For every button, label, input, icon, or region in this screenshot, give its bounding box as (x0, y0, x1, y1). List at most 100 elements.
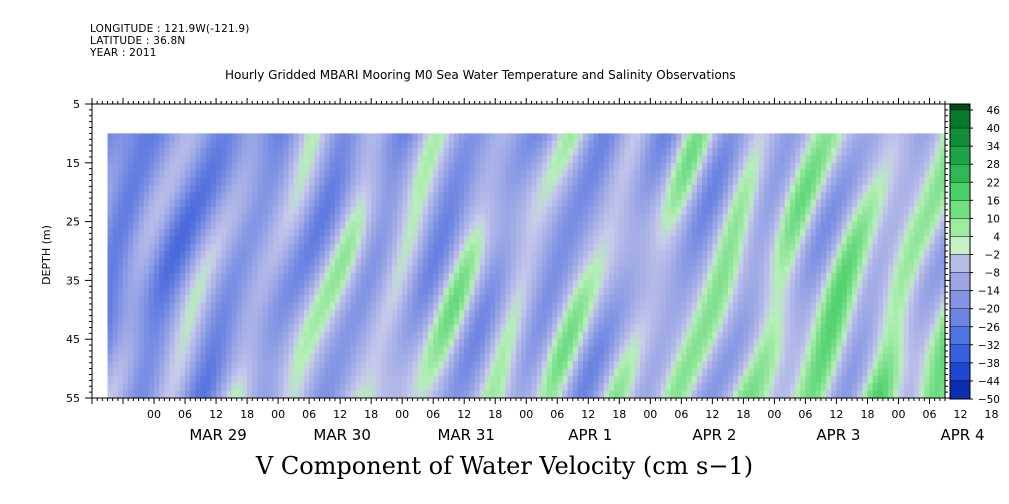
heatmap-cell (484, 228, 491, 237)
heatmap-cell (283, 324, 290, 333)
heatmap-cell (381, 302, 388, 311)
heatmap-cell (681, 251, 688, 259)
heatmap-cell (350, 265, 357, 274)
heatmap-cell (195, 295, 202, 304)
heatmap-cell (619, 339, 626, 348)
heatmap-cell (210, 228, 217, 237)
heatmap-cell (629, 155, 636, 164)
heatmap-cell (438, 265, 445, 274)
heatmap-cell (283, 199, 290, 208)
heatmap-cell (324, 155, 331, 164)
heatmap-cell (758, 353, 765, 362)
heatmap-cell (329, 192, 336, 201)
heatmap-cell (702, 177, 708, 186)
heatmap-cell (764, 192, 770, 201)
heatmap-cell (247, 236, 253, 245)
heatmap-cell (448, 258, 455, 267)
heatmap-cell (402, 236, 408, 245)
heatmap-cell (634, 155, 641, 164)
heatmap-cell (365, 390, 372, 399)
heatmap-cell (660, 192, 667, 201)
heatmap-cell (479, 170, 486, 179)
heatmap-cell (686, 236, 693, 245)
heatmap-cell (738, 258, 744, 267)
heatmap-cell (495, 251, 502, 259)
heatmap-cell (753, 324, 760, 333)
heatmap-cell (639, 258, 646, 267)
heatmap-cell (769, 368, 775, 377)
heatmap-cell (133, 133, 140, 142)
heatmap-cell (686, 258, 693, 267)
heatmap-cell (650, 140, 657, 149)
heatmap-cell (733, 162, 739, 171)
heatmap-cell (200, 155, 207, 164)
heatmap-cell (190, 199, 196, 208)
heatmap-cell (484, 177, 491, 186)
heatmap-cell (205, 309, 212, 318)
heatmap-cell (138, 324, 145, 333)
heatmap-cell (820, 214, 827, 223)
heatmap-cell (521, 170, 527, 179)
heatmap-cell (190, 206, 196, 215)
heatmap-cell (278, 133, 284, 142)
heatmap-cell (174, 155, 181, 164)
heatmap-cell (226, 273, 233, 281)
heatmap-cell (257, 221, 264, 230)
heatmap-cell (210, 331, 217, 340)
heatmap-cell (386, 184, 393, 193)
heatmap-cell (779, 251, 786, 259)
heatmap-cell (453, 273, 460, 281)
heatmap-cell (422, 148, 429, 157)
heatmap-cell (521, 155, 527, 164)
heatmap-cell (577, 339, 584, 348)
heatmap-cell (283, 251, 290, 259)
heatmap-cell (360, 236, 367, 245)
heatmap-cell (329, 133, 336, 142)
heatmap-cell (820, 287, 827, 296)
heatmap-cell (319, 177, 326, 186)
heatmap-cell (748, 140, 755, 149)
heatmap-cell (707, 192, 713, 201)
heatmap-cell (123, 214, 129, 223)
heatmap-cell (717, 280, 724, 289)
heatmap-cell (531, 177, 538, 186)
heatmap-cell (495, 353, 502, 362)
heatmap-cell (588, 302, 595, 311)
heatmap-cell (241, 353, 248, 362)
heatmap-cell (629, 251, 636, 259)
heatmap-cell (221, 206, 228, 215)
heatmap-cell (696, 221, 703, 230)
heatmap-cell (490, 339, 496, 348)
heatmap-cell (159, 162, 165, 171)
heatmap-cell (453, 390, 460, 399)
heatmap-cell (572, 324, 579, 333)
heatmap-cell (350, 287, 357, 296)
heatmap-cell (298, 339, 305, 348)
heatmap-cell (247, 184, 253, 193)
heatmap-cell (479, 140, 486, 149)
heatmap-cell (753, 192, 760, 201)
heatmap-cell (334, 170, 341, 179)
heatmap-cell (567, 221, 574, 230)
heatmap-cell (324, 214, 331, 223)
heatmap-cell (490, 258, 496, 267)
heatmap-cell (645, 273, 651, 281)
heatmap-cell (169, 368, 176, 377)
heatmap-cell (624, 170, 631, 179)
heatmap-cell (779, 383, 786, 392)
heatmap-cell (727, 383, 734, 392)
heatmap-cell (536, 390, 543, 399)
heatmap-cell (164, 170, 171, 179)
heatmap-cell (557, 199, 564, 208)
heatmap-cell (624, 331, 631, 340)
heatmap-cell (272, 184, 279, 193)
heatmap-cell (490, 148, 496, 157)
heatmap-cell (546, 170, 553, 179)
heatmap-cell (588, 162, 595, 171)
heatmap-cell (484, 199, 491, 208)
heatmap-cell (598, 258, 605, 267)
heatmap-cell (272, 390, 279, 399)
heatmap-cell (717, 368, 724, 377)
heatmap-cell (231, 390, 238, 399)
heatmap-cell (381, 148, 388, 157)
